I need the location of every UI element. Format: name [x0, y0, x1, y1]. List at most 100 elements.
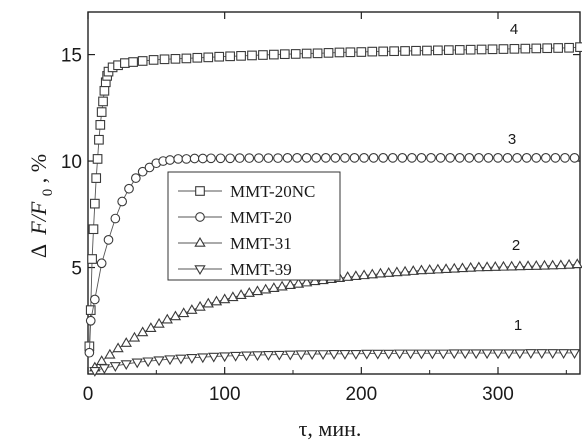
data-point: [89, 294, 100, 305]
data-point: [240, 351, 253, 362]
data-point: [282, 153, 293, 163]
data-point: [98, 364, 111, 375]
y-axis-title-ratio: F/F: [26, 201, 51, 236]
data-point: [142, 357, 154, 368]
data-point: [124, 183, 134, 194]
data-point: [87, 254, 97, 264]
data-point: [206, 153, 216, 164]
data-point: [531, 153, 542, 163]
data-point: [203, 52, 214, 63]
series-mmt-20nc: [84, 42, 582, 352]
data-point: [85, 315, 96, 326]
y-tick-label: 5: [71, 259, 82, 280]
data-point: [328, 349, 340, 360]
data-point: [350, 349, 362, 360]
data-point: [502, 153, 513, 163]
curve-label-1: 1: [514, 317, 522, 334]
data-point: [85, 305, 96, 315]
data-point: [531, 43, 542, 54]
legend: MMT-20NC MMT-20 MMT-31 MMT-39: [167, 171, 341, 281]
data-point: [161, 313, 173, 324]
data-point: [136, 326, 149, 337]
data-point: [292, 277, 305, 288]
data-point: [197, 353, 209, 364]
data-point: [234, 153, 245, 163]
data-point: [320, 153, 331, 163]
data-point: [169, 310, 182, 321]
data-point: [181, 154, 192, 164]
data-point: [423, 264, 436, 274]
data-point: [104, 348, 116, 359]
data-point: [103, 234, 114, 245]
data-point: [540, 153, 551, 163]
data-point: [339, 349, 351, 360]
curve-label-2: 2: [512, 237, 520, 254]
data-point: [311, 153, 322, 163]
data-point: [512, 153, 522, 163]
data-point: [284, 279, 296, 289]
data-point: [177, 307, 190, 318]
data-point: [153, 356, 165, 367]
data-point: [525, 349, 537, 359]
data-point: [112, 342, 124, 353]
data-point: [481, 261, 493, 272]
data-point: [117, 196, 128, 207]
data-point: [464, 261, 477, 272]
legend-marker: [194, 265, 206, 276]
data-point: [159, 54, 170, 65]
data-point: [251, 285, 264, 296]
data-point: [473, 261, 485, 272]
data-point: [564, 42, 574, 53]
data-point: [273, 153, 283, 163]
legend-markers: [178, 186, 222, 276]
x-tick-label: 100: [209, 384, 241, 405]
data-point: [575, 42, 582, 52]
data-point: [387, 153, 398, 163]
data-point: [225, 51, 235, 62]
data-point: [192, 52, 203, 63]
data-point: [334, 47, 345, 58]
data-point: [378, 46, 389, 57]
data-point: [120, 337, 132, 347]
curve-labels: 4 3 2 1: [508, 21, 522, 334]
data-point: [493, 153, 503, 163]
data-point: [251, 351, 264, 362]
data-point: [94, 134, 104, 145]
data-point: [404, 349, 417, 360]
data-point: [345, 47, 356, 58]
y-axis-title-subscript: 0: [40, 189, 56, 197]
data-point: [236, 51, 246, 61]
data-point: [382, 267, 395, 277]
data-point: [399, 265, 411, 276]
data-point: [153, 317, 165, 328]
series-mmt-31: [89, 258, 582, 372]
legend-label-mmt-39: MMT-39: [230, 260, 292, 279]
curve-label-4: 4: [510, 21, 518, 38]
data-point: [557, 349, 570, 359]
data-point: [144, 162, 155, 173]
data-point: [91, 173, 102, 183]
data-point: [243, 287, 255, 297]
data-point: [530, 259, 542, 270]
data-point: [186, 354, 198, 364]
plot-frame: [87, 11, 581, 375]
svg-text:Δ F/F 0 , %: Δ F/F 0 , %: [26, 154, 57, 258]
data-point: [514, 349, 526, 360]
data-point: [440, 263, 452, 274]
data-point: [300, 276, 313, 287]
data-point: [465, 44, 476, 55]
data-point: [130, 173, 141, 183]
data-point: [247, 50, 257, 61]
legend-label-mmt-31: MMT-31: [230, 234, 292, 253]
data-point: [454, 45, 465, 55]
data-point: [411, 45, 421, 56]
y-tick-label: 10: [61, 152, 82, 173]
data-point: [189, 153, 200, 164]
data-point: [273, 350, 286, 361]
data-point: [145, 322, 157, 332]
data-point: [374, 267, 387, 278]
data-point: [99, 85, 110, 96]
data-point: [422, 45, 432, 56]
data-point: [306, 350, 318, 361]
data-point: [148, 55, 159, 65]
